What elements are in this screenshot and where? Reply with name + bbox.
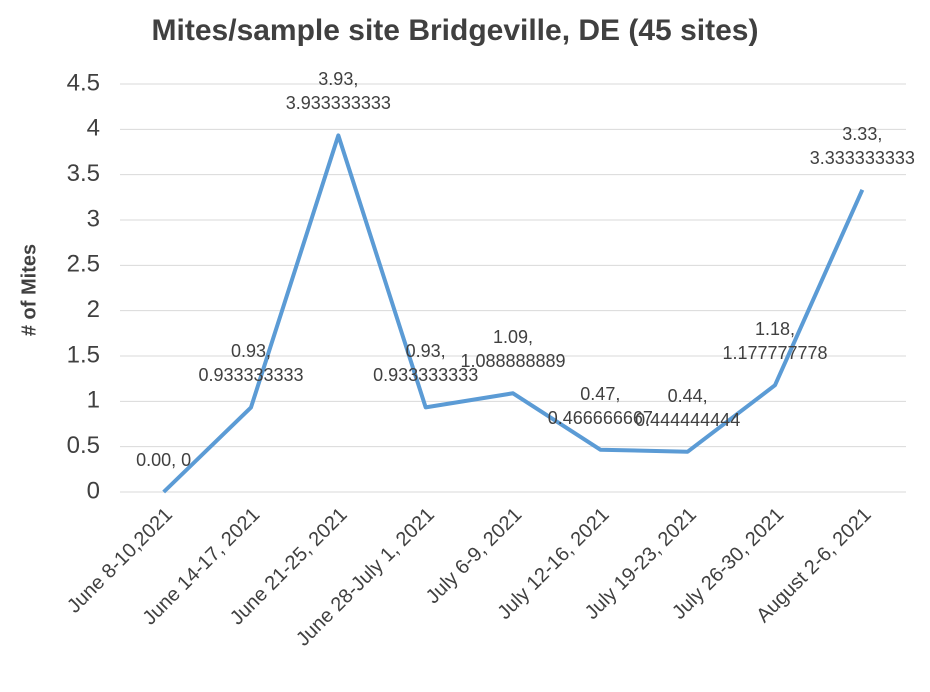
data-label: 0.93, 0.933333333	[373, 341, 479, 386]
y-tick-label: 0.5	[67, 432, 100, 459]
y-tick-label: 3	[87, 205, 100, 232]
data-label: 0.47, 0.466666667	[547, 383, 653, 428]
data-line	[162, 133, 865, 494]
y-tick-label: 1	[87, 387, 100, 414]
y-tick-label: 1.5	[67, 341, 100, 368]
y-tick-label: 0	[87, 477, 100, 504]
data-label: 1.09, 1.088888889	[460, 327, 566, 372]
data-label: 3.33, 3.333333333	[809, 123, 915, 168]
chart-title: Mites/sample site Bridgeville, DE (45 si…	[152, 14, 759, 47]
y-axis-title: # of Mites	[18, 244, 40, 336]
data-label: 1.18, 1.177777778	[722, 319, 828, 364]
y-tick-label: 4	[87, 115, 100, 142]
y-tick-label: 2.5	[67, 251, 100, 278]
y-tick-label: 3.5	[67, 160, 100, 187]
data-label: 0.00, 0	[136, 450, 192, 470]
data-label: 3.93, 3.933333333	[285, 69, 391, 114]
y-tick-label: 2	[87, 296, 100, 323]
data-label: 0.93, 0.933333333	[198, 341, 304, 386]
data-label: 0.44, 0.444444444	[635, 385, 741, 430]
y-tick-label: 4.5	[67, 69, 100, 96]
